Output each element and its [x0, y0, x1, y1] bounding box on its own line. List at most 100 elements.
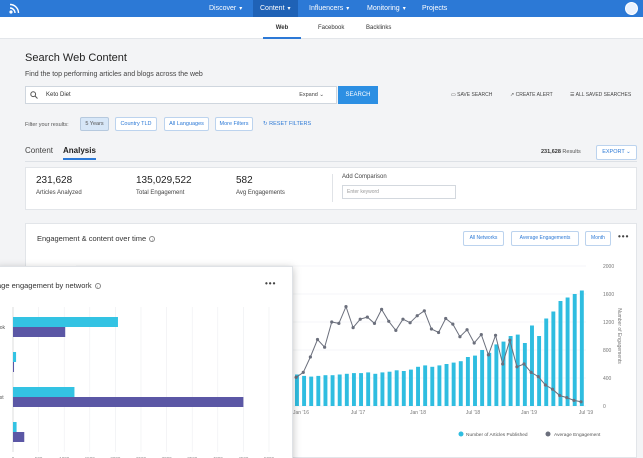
- save-search-label: SAVE SEARCH: [457, 92, 493, 98]
- comparison-keyword-input[interactable]: Enter keyword: [342, 185, 456, 199]
- average-engagements-button[interactable]: Average Engagements: [511, 231, 579, 246]
- search-input[interactable]: Keto Diet Expand ⌄: [25, 86, 337, 104]
- avg-engagement-point: [365, 315, 369, 319]
- export-button[interactable]: EXPORT ⌄: [596, 145, 637, 160]
- all-networks-button[interactable]: All Networks: [463, 231, 504, 246]
- results-count: 231,628 Results: [541, 149, 581, 155]
- avg-engagement-point: [508, 338, 512, 342]
- legend-swatch-articles: [458, 431, 464, 437]
- avg-engagement-point: [472, 341, 476, 345]
- tab-facebook[interactable]: Facebook: [318, 25, 345, 31]
- avg-engagement-point: [429, 327, 434, 331]
- nav-influencers[interactable]: Influencers ▾: [306, 0, 352, 17]
- articles-bar: [572, 294, 577, 406]
- results-number: 231,628: [541, 149, 561, 155]
- y-axis-tick-label: 1200: [603, 320, 614, 326]
- chevron-down-icon: ▾: [239, 6, 243, 12]
- divider: [25, 161, 637, 162]
- filter-chip-more[interactable]: More Filters: [215, 117, 253, 131]
- nav-projects-label: Projects: [422, 5, 448, 12]
- avg-engagement-point: [572, 398, 576, 402]
- articles-bar: [458, 361, 463, 406]
- avatar[interactable]: [625, 2, 638, 15]
- articles-bar: [401, 371, 406, 406]
- tab-web[interactable]: Web: [263, 17, 301, 39]
- tab-backlinks[interactable]: Backlinks: [366, 25, 392, 31]
- chevron-down-icon: ▾: [346, 6, 350, 12]
- avg-engagement-point: [536, 375, 540, 379]
- all-saved-searches-link[interactable]: ☰ ALL SAVED SEARCHES: [570, 92, 631, 98]
- engagement-chart-title: Engagement & content over time i: [37, 234, 156, 243]
- expand-dropdown[interactable]: Expand ⌄: [299, 92, 324, 98]
- x-axis-tick-label: Jan '16: [293, 410, 309, 416]
- tab-content[interactable]: Content: [25, 146, 54, 155]
- reset-filters-link[interactable]: ↻ RESET FILTERS: [263, 121, 311, 127]
- avg-engagement-point: [408, 321, 412, 325]
- filter-chip-country[interactable]: Country TLD: [115, 117, 157, 131]
- nav-monitoring-label: Monitoring: [367, 5, 400, 12]
- articles-bar: [337, 374, 342, 406]
- articles-bar: [565, 297, 570, 406]
- avg-engagement-point: [337, 321, 341, 325]
- nav-projects[interactable]: Projects: [419, 0, 450, 17]
- more-options-icon[interactable]: •••: [265, 279, 277, 288]
- articles-bar: [309, 376, 314, 406]
- chevron-down-icon: ⌄: [626, 149, 631, 155]
- category-label: est: [0, 395, 4, 401]
- y-axis-tick-label: 400: [603, 376, 612, 382]
- comparison-divider: [332, 174, 333, 202]
- avg-engagement-point: [387, 319, 391, 323]
- nav-influencers-label: Influencers: [309, 5, 344, 12]
- avg-engagement-point: [415, 314, 419, 318]
- avg-engagement-point: [436, 330, 441, 335]
- x-axis-tick-label: 2000: [110, 456, 121, 458]
- articles-bar: [387, 371, 392, 406]
- articles-bar: [444, 364, 449, 406]
- month-button[interactable]: Month: [585, 231, 611, 246]
- info-icon[interactable]: i: [149, 236, 156, 243]
- network-bar-series-2: [13, 397, 244, 407]
- avg-engagement-point: [358, 317, 362, 321]
- articles-bar: [351, 373, 356, 406]
- avg-engagement-point: [486, 353, 491, 357]
- chevron-down-icon: ⌄: [319, 92, 324, 98]
- search-icon: [30, 91, 38, 99]
- save-search-link[interactable]: ▭ SAVE SEARCH: [451, 92, 492, 98]
- articles-bar: [473, 355, 477, 406]
- avg-engagement-point: [465, 328, 469, 332]
- network-chart-title-text: age engagement by network: [0, 281, 92, 290]
- network-bar-series-1: [13, 352, 17, 362]
- articles-bar: [423, 365, 428, 406]
- info-icon[interactable]: i: [94, 283, 101, 290]
- add-comparison-label: Add Comparison: [342, 174, 387, 180]
- avg-engagements-value: 582: [236, 175, 253, 186]
- avg-engagement-point: [458, 335, 462, 339]
- filter-chip-languages[interactable]: All Languages: [164, 117, 209, 131]
- y-axis-tick-label: 0: [603, 404, 606, 410]
- articles-bar: [551, 311, 556, 406]
- articles-bar: [522, 343, 527, 406]
- avg-engagement-point: [579, 400, 583, 404]
- filter-chip-years[interactable]: 5 Years: [80, 117, 109, 131]
- articles-bar: [416, 366, 420, 406]
- search-button[interactable]: SEARCH: [338, 86, 378, 104]
- nav-discover[interactable]: Discover ▾: [205, 0, 246, 17]
- articles-bar: [394, 370, 399, 406]
- articles-bar: [515, 334, 520, 406]
- create-alert-link[interactable]: ↗ CREATE ALERT: [510, 92, 553, 98]
- nav-content[interactable]: Content ▾: [253, 0, 298, 17]
- articles-analyzed-value: 231,628: [36, 175, 73, 186]
- nav-monitoring[interactable]: Monitoring ▾: [364, 0, 409, 17]
- top-nav-bar: Discover ▾ Content ▾ Influencers ▾ Monitori…: [0, 0, 643, 17]
- trend-icon: ↗: [510, 92, 515, 98]
- articles-bar: [437, 365, 442, 406]
- more-options-icon[interactable]: •••: [618, 232, 630, 241]
- refresh-icon: ↻: [263, 121, 268, 127]
- avg-engagement-point: [543, 383, 548, 387]
- tab-analysis[interactable]: Analysis: [63, 146, 96, 160]
- y-axis-tick-label: 1600: [603, 292, 614, 298]
- avg-engagement-point: [501, 362, 505, 366]
- articles-bar: [501, 341, 506, 406]
- logo-icon[interactable]: [8, 2, 22, 15]
- avg-engagement-point: [515, 365, 519, 369]
